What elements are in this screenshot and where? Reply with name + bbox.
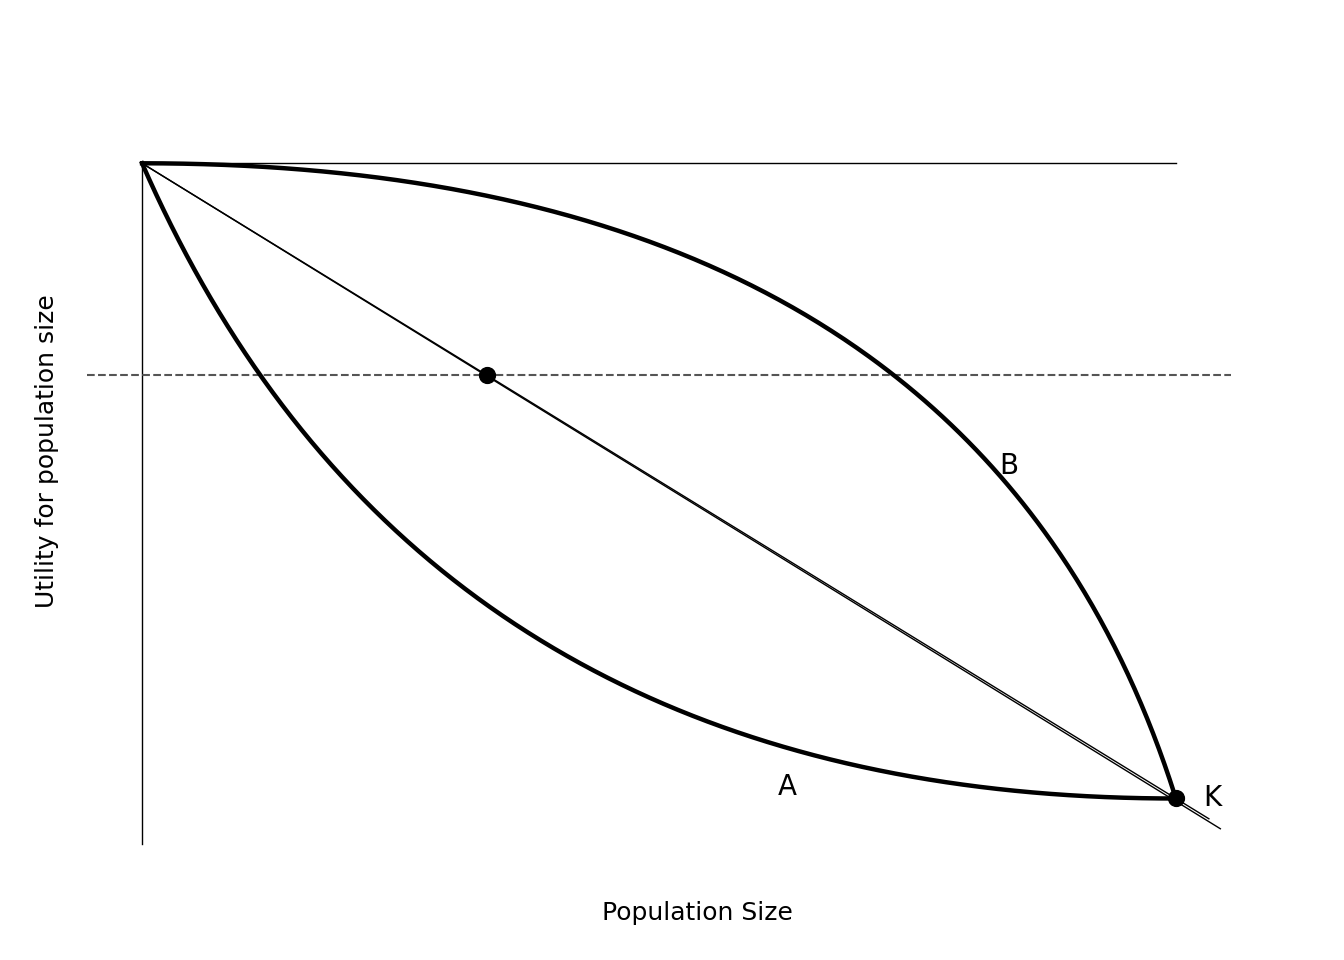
- Text: B: B: [1000, 452, 1019, 480]
- Point: [476, 368, 497, 383]
- Text: K: K: [1204, 784, 1222, 812]
- Point: [1165, 791, 1187, 806]
- X-axis label: Population Size: Population Size: [602, 901, 793, 925]
- Y-axis label: Utility for population size: Utility for population size: [35, 294, 59, 608]
- Text: A: A: [777, 773, 796, 802]
